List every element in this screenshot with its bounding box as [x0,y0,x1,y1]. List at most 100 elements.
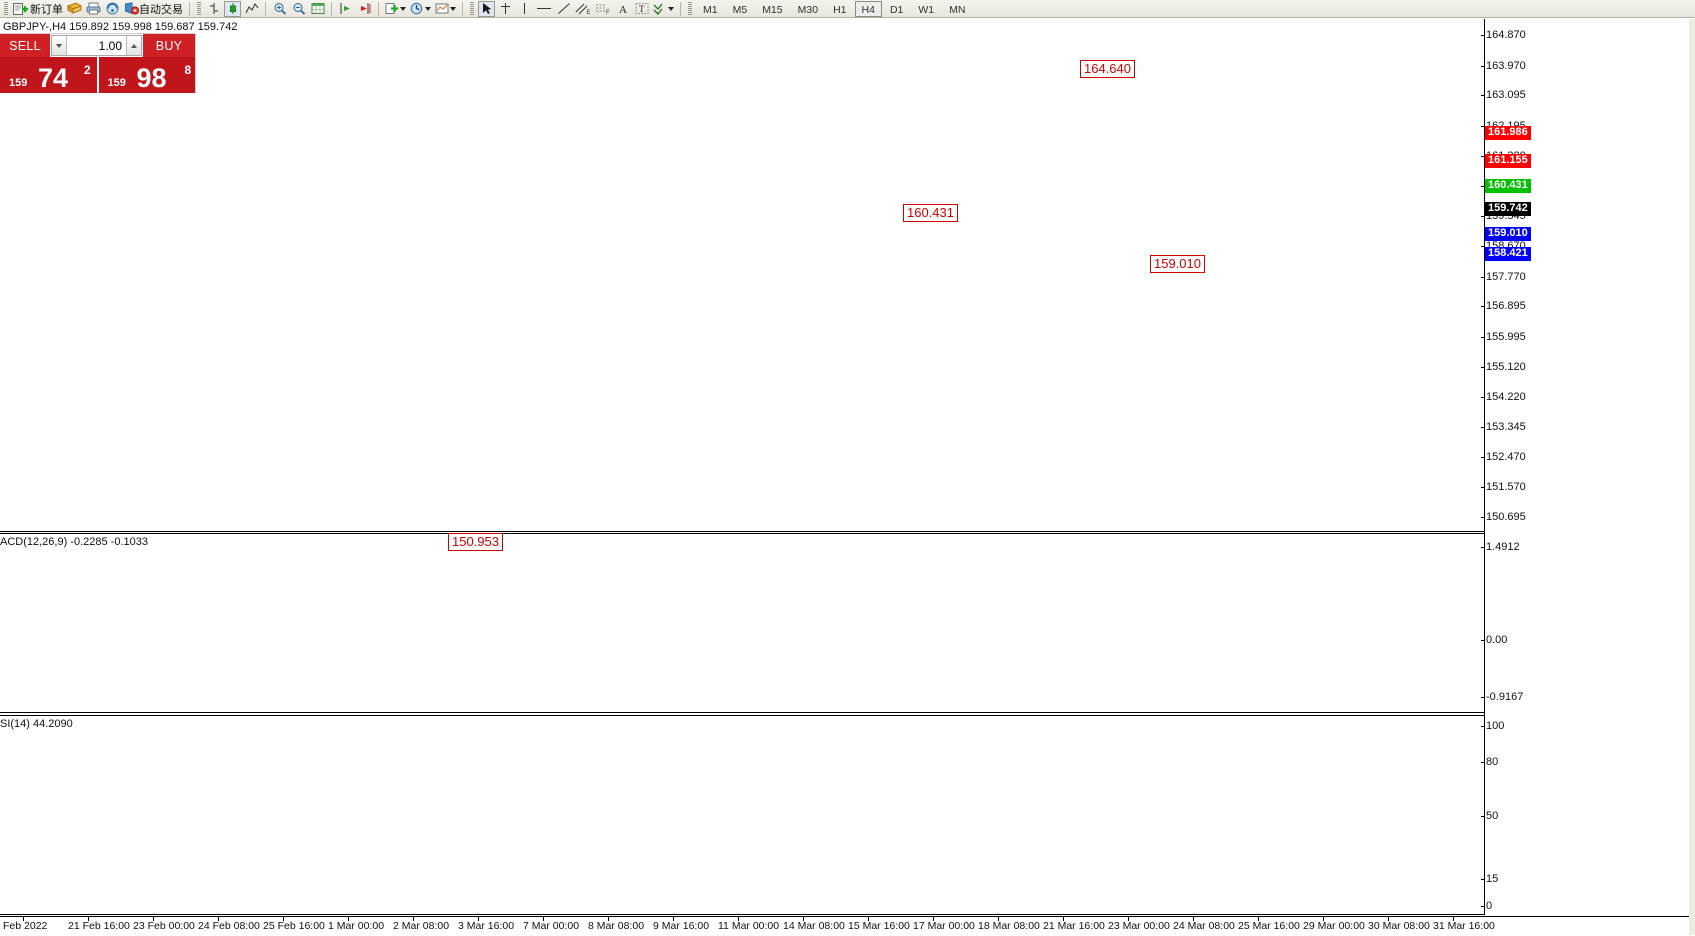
sell-price-cell[interactable]: 159 74 2 [0,57,97,93]
octp-controls-row: SELL 1.00 BUY [0,34,195,57]
time-tickmark [1323,917,1324,921]
price-level-badge[interactable]: 161.155 [1485,154,1531,169]
equidistant-channel-button[interactable]: E [574,1,592,17]
rsi-tickmark [1481,761,1485,763]
timeframe-h4[interactable]: H4 [854,0,882,17]
rsi-tick-label: 80 [1486,755,1499,768]
price-pane[interactable] [0,19,1484,532]
periods-button[interactable] [409,1,432,17]
wallet-button[interactable] [66,1,83,17]
chart-annotation[interactable]: 159.010 [1150,255,1205,273]
zoom-out-button[interactable] [290,1,307,17]
time-tickmark [868,917,869,921]
toolbar-grip-3[interactable] [470,1,474,16]
time-tickmark [88,917,89,921]
timeframe-h1[interactable]: H1 [833,3,847,16]
price-tick-label: 163.970 [1486,59,1526,72]
price-level-badge[interactable]: 160.431 [1485,178,1531,193]
timeframe-m5[interactable]: M5 [732,3,748,16]
price-tickmark [1481,336,1485,338]
time-tick-label: Feb 2022 [3,920,48,932]
bar-chart-button[interactable] [205,1,222,17]
time-tick-label: 23 Mar 00:00 [1108,920,1170,932]
volume-increment-button[interactable] [126,36,141,55]
shift-icon [339,2,353,15]
time-tick-label: 31 Mar 16:00 [1433,920,1495,932]
time-tickmark [1388,917,1389,921]
trendline-icon [557,2,571,15]
price-tickmark [1481,65,1485,67]
macd-tick-label: 1.4912 [1486,541,1520,554]
time-tickmark [673,917,674,921]
draw-tools-button[interactable] [652,1,675,17]
price-tickmark [1481,34,1485,36]
toolbar-divider-5 [462,1,463,16]
new-order-button[interactable]: 新订单 [12,1,64,17]
text-button[interactable]: A [614,1,631,17]
chart-area[interactable]: GBPJPY-,H4 159.892 159.998 159.687 159.7… [0,19,1695,936]
chart-shift-button[interactable] [337,1,354,17]
price-level-badge[interactable]: 161.986 [1485,126,1531,141]
price-level-badge[interactable]: 159.010 [1485,227,1531,242]
volume-decrement-button[interactable] [52,36,67,55]
window-right-edge [1689,19,1695,935]
symbol-ohlc-label: GBPJPY-,H4 159.892 159.998 159.687 159.7… [3,21,238,33]
svg-text:E: E [587,10,591,15]
price-tick-label: 163.095 [1486,89,1526,102]
time-tick-label: 30 Mar 08:00 [1368,920,1430,932]
timeframe-d1[interactable]: D1 [889,3,904,16]
volume-input[interactable]: 1.00 [98,38,122,53]
svg-text:F: F [606,10,610,15]
buy-price-cell[interactable]: 159 98 8 [98,57,195,93]
fibonacci-button[interactable]: F [594,1,612,17]
rsi-tick-label: 100 [1486,719,1505,732]
templates-icon [435,2,449,15]
zoom-in-button[interactable] [271,1,288,17]
sell-price-big: 74 [38,63,69,93]
grid-button[interactable] [309,1,326,17]
chart-annotation[interactable]: 150.953 [448,533,503,551]
volume-stepper[interactable]: 1.00 [51,35,142,56]
buy-button[interactable]: BUY [143,34,195,57]
horizontal-line-button[interactable] [535,1,553,17]
chevron-down-icon-3 [450,6,456,11]
chart-annotation[interactable]: 164.640 [1080,60,1135,78]
rsi-pane[interactable] [0,715,1484,915]
price-tickmark [1481,185,1485,187]
print-button[interactable] [85,1,102,17]
price-tickmark [1481,245,1485,247]
timeframe-m1[interactable]: M1 [703,3,718,16]
timeframe-m15[interactable]: M15 [762,3,783,16]
time-axis[interactable]: Feb 2022 21 Feb 16:00 23 Feb 00:00 24 Feb 0… [0,916,1695,936]
toolbar-grip-2[interactable] [197,1,201,16]
indicators-button[interactable] [384,1,407,17]
label-button[interactable]: T [633,1,650,17]
candlestick-chart-button[interactable] [224,0,241,17]
autoscroll-button[interactable] [356,1,373,17]
rsi-tickmark [1481,878,1485,880]
data-window-button[interactable] [104,1,121,17]
price-level-badge[interactable]: 158.421 [1485,247,1531,262]
vertical-line-button[interactable] [516,1,533,17]
cursor-button[interactable] [478,0,495,17]
timeframe-mn[interactable]: MN [949,3,966,16]
trendline-button[interactable] [555,1,572,17]
time-tick-label: 21 Mar 16:00 [1043,920,1105,932]
price-tick-label: 154.220 [1486,391,1526,404]
templates-button[interactable] [434,1,457,17]
crosshair-button[interactable] [497,1,514,17]
price-level-badge[interactable]: 159.742 [1485,202,1531,217]
line-chart-button[interactable] [243,1,260,17]
toolbar-divider-3 [331,1,332,16]
chart-annotation[interactable]: 160.431 [903,204,958,222]
auto-trading-button[interactable]: 自动交易 [123,1,184,17]
toolbar-grip[interactable] [4,1,8,16]
toolbar-grip-4[interactable] [688,1,692,16]
timeframe-w1[interactable]: W1 [918,3,935,16]
sell-button[interactable]: SELL [0,34,50,57]
timeframe-m30[interactable]: M30 [797,3,819,16]
chevron-down-icon [400,6,406,11]
macd-pane[interactable] [0,533,1484,713]
price-axis-line [1484,19,1485,915]
one-click-trading-panel[interactable]: SELL 1.00 BUY 159 74 2 159 98 8 [0,33,196,93]
